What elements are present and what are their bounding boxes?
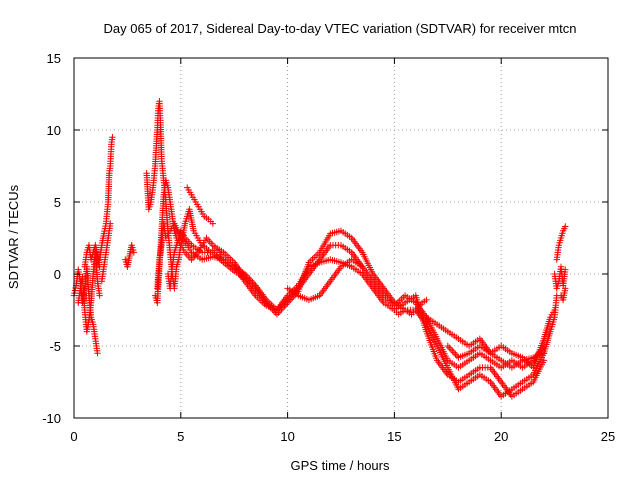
data-point	[130, 249, 138, 256]
y-tick-label: 0	[54, 267, 61, 282]
data-point-interp	[453, 352, 461, 360]
data-points-layer	[70, 98, 569, 400]
plot-frame	[73, 57, 609, 419]
data-point-interp	[450, 349, 458, 356]
x-tick-label: 5	[177, 429, 184, 444]
data-point	[444, 342, 451, 350]
data-point	[540, 357, 548, 364]
x-tick-label: 25	[601, 429, 615, 444]
data-point	[241, 275, 249, 282]
data-point-interp	[449, 347, 456, 355]
data-point-interp	[446, 344, 453, 351]
data-point	[109, 134, 116, 141]
chart-title: Day 065 of 2017, Sidereal Day-to-day VTE…	[104, 21, 577, 36]
data-point	[359, 263, 366, 270]
data-point	[423, 296, 430, 304]
x-tick-label: 0	[70, 429, 77, 444]
y-axis-title: SDTVAR / TECUs	[6, 184, 21, 289]
data-point	[562, 285, 569, 292]
x-tick-label: 20	[494, 429, 508, 444]
x-tick-label: 15	[387, 429, 401, 444]
y-tick-label: 5	[54, 195, 61, 210]
y-tick-label: -5	[49, 339, 61, 354]
data-point-interp	[447, 346, 455, 353]
data-point	[209, 220, 217, 227]
data-point	[94, 350, 101, 357]
data-point	[562, 223, 569, 230]
y-tick-label: 15	[47, 51, 61, 66]
data-point	[96, 292, 103, 299]
y-tick-label: 10	[47, 123, 61, 138]
data-point	[562, 266, 569, 273]
data-point	[107, 220, 114, 227]
x-tick-label: 10	[280, 429, 294, 444]
y-tick-label: -10	[42, 411, 61, 426]
x-axis-title: GPS time / hours	[291, 458, 390, 473]
ticks-layer: 0 5 10 15 20 25 -10 -5 0 5 10 15	[42, 51, 615, 444]
